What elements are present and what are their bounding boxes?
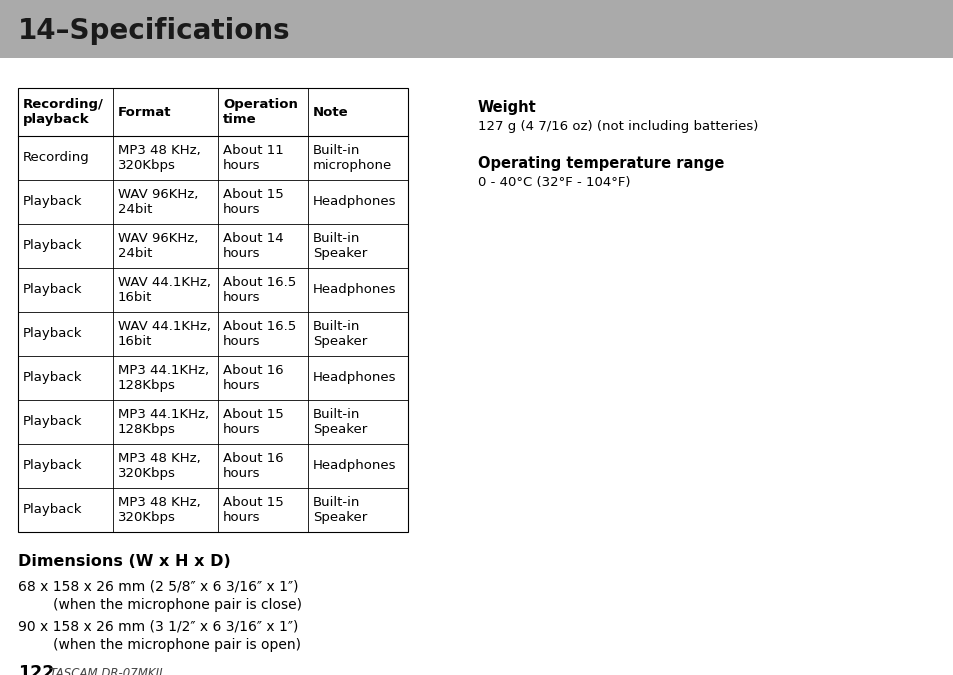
Text: Recording/
playback: Recording/ playback bbox=[23, 98, 104, 126]
Text: MP3 44.1KHz,
128Kbps: MP3 44.1KHz, 128Kbps bbox=[118, 364, 209, 392]
Text: Note: Note bbox=[313, 105, 348, 119]
Text: Headphones: Headphones bbox=[313, 284, 396, 296]
Text: Playback: Playback bbox=[23, 240, 82, 252]
Text: 0 - 40°C (32°F - 104°F): 0 - 40°C (32°F - 104°F) bbox=[477, 176, 630, 189]
Text: (when the microphone pair is open): (when the microphone pair is open) bbox=[18, 638, 301, 652]
Text: 122: 122 bbox=[18, 664, 54, 675]
Text: Headphones: Headphones bbox=[313, 371, 396, 385]
Text: (when the microphone pair is close): (when the microphone pair is close) bbox=[18, 598, 302, 612]
Text: Built-in
Speaker: Built-in Speaker bbox=[313, 408, 367, 436]
Text: Built-in
Speaker: Built-in Speaker bbox=[313, 232, 367, 261]
Text: About 16
hours: About 16 hours bbox=[223, 364, 283, 392]
Text: About 15
hours: About 15 hours bbox=[223, 408, 283, 436]
Text: About 16
hours: About 16 hours bbox=[223, 452, 283, 480]
Text: 90 x 158 x 26 mm (3 1/2″ x 6 3/16″ x 1″): 90 x 158 x 26 mm (3 1/2″ x 6 3/16″ x 1″) bbox=[18, 620, 298, 634]
Text: About 15
hours: About 15 hours bbox=[223, 188, 283, 216]
Text: Playback: Playback bbox=[23, 504, 82, 516]
Text: About 11
hours: About 11 hours bbox=[223, 144, 283, 172]
Text: Built-in
microphone: Built-in microphone bbox=[313, 144, 392, 172]
Text: Dimensions (W x H x D): Dimensions (W x H x D) bbox=[18, 554, 231, 569]
Text: Operating temperature range: Operating temperature range bbox=[477, 156, 723, 171]
Text: MP3 48 KHz,
320Kbps: MP3 48 KHz, 320Kbps bbox=[118, 495, 200, 524]
Bar bbox=[0, 0, 953, 58]
Text: Playback: Playback bbox=[23, 460, 82, 472]
Text: 68 x 158 x 26 mm (2 5/8″ x 6 3/16″ x 1″): 68 x 158 x 26 mm (2 5/8″ x 6 3/16″ x 1″) bbox=[18, 580, 298, 594]
Text: Built-in
Speaker: Built-in Speaker bbox=[313, 320, 367, 348]
Text: Operation
time: Operation time bbox=[223, 98, 297, 126]
Text: Headphones: Headphones bbox=[313, 196, 396, 209]
Bar bbox=[18, 88, 408, 532]
Text: Format: Format bbox=[118, 105, 172, 119]
Text: 127 g (4 7/16 oz) (not including batteries): 127 g (4 7/16 oz) (not including batteri… bbox=[477, 120, 758, 133]
Text: Playback: Playback bbox=[23, 196, 82, 209]
Text: WAV 44.1KHz,
16bit: WAV 44.1KHz, 16bit bbox=[118, 276, 211, 304]
Text: MP3 44.1KHz,
128Kbps: MP3 44.1KHz, 128Kbps bbox=[118, 408, 209, 436]
Text: About 16.5
hours: About 16.5 hours bbox=[223, 320, 296, 348]
Text: Built-in
Speaker: Built-in Speaker bbox=[313, 495, 367, 524]
Text: Recording: Recording bbox=[23, 151, 90, 165]
Text: 14–Specifications: 14–Specifications bbox=[18, 17, 291, 45]
Text: MP3 48 KHz,
320Kbps: MP3 48 KHz, 320Kbps bbox=[118, 144, 200, 172]
Text: TASCAM DR-07MKII: TASCAM DR-07MKII bbox=[46, 667, 162, 675]
Text: MP3 48 KHz,
320Kbps: MP3 48 KHz, 320Kbps bbox=[118, 452, 200, 480]
Text: Playback: Playback bbox=[23, 284, 82, 296]
Text: About 16.5
hours: About 16.5 hours bbox=[223, 276, 296, 304]
Text: About 15
hours: About 15 hours bbox=[223, 495, 283, 524]
Text: Playback: Playback bbox=[23, 327, 82, 340]
Text: Playback: Playback bbox=[23, 416, 82, 429]
Text: Headphones: Headphones bbox=[313, 460, 396, 472]
Text: Playback: Playback bbox=[23, 371, 82, 385]
Text: WAV 96KHz,
24bit: WAV 96KHz, 24bit bbox=[118, 188, 198, 216]
Text: About 14
hours: About 14 hours bbox=[223, 232, 283, 261]
Text: Weight: Weight bbox=[477, 100, 537, 115]
Text: WAV 96KHz,
24bit: WAV 96KHz, 24bit bbox=[118, 232, 198, 261]
Text: WAV 44.1KHz,
16bit: WAV 44.1KHz, 16bit bbox=[118, 320, 211, 348]
